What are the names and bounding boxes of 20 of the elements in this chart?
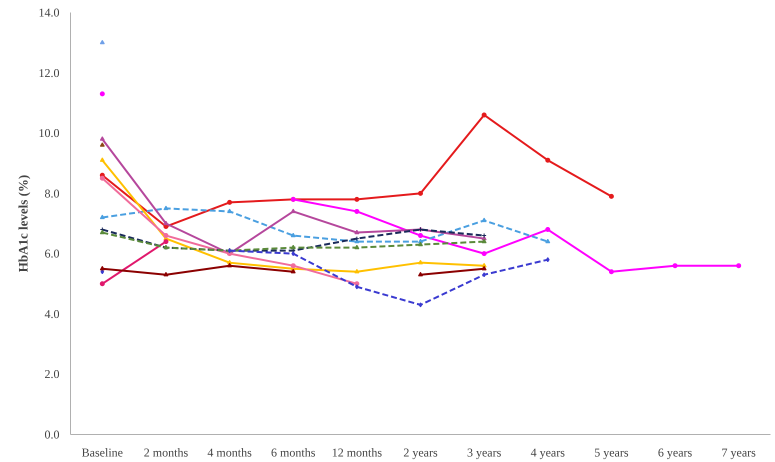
y-axis-title: HbA1c levels (%) (16, 174, 30, 272)
x-tick-label: 6 months (271, 446, 316, 460)
y-tick-label: 12.0 (38, 66, 60, 80)
x-tick-label: 2 years (403, 446, 438, 460)
y-tick-label: 14.0 (38, 6, 60, 20)
y-tick-label: 8.0 (44, 186, 60, 200)
y-tick-label: 2.0 (44, 367, 60, 382)
y-tick-label: 4.0 (44, 306, 60, 321)
x-tick-label: Baseline (82, 446, 123, 460)
x-tick-label: 2 months (144, 446, 188, 460)
x-tick-label: 4 years (530, 446, 566, 460)
x-tick-label: 5 years (594, 446, 629, 460)
y-tick-label: 10.0 (38, 126, 60, 140)
x-tick-label: 7 years (722, 446, 756, 460)
x-tick-label: 6 years (658, 446, 693, 460)
y-tick-label: 0.0 (44, 428, 60, 442)
x-tick-label: 4 months (207, 446, 252, 460)
y-tick-label: 6.0 (44, 246, 60, 261)
x-tick-label: 12 months (332, 446, 382, 460)
x-tick-label: 3 years (466, 446, 502, 460)
